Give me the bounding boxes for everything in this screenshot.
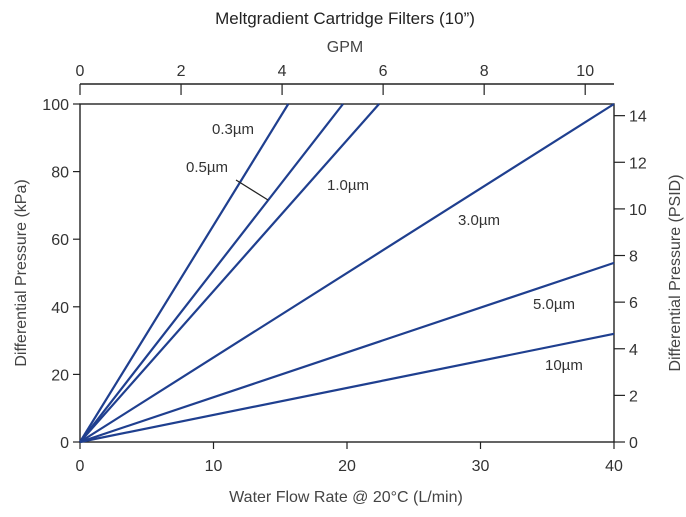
right-tick-label: 6 bbox=[629, 295, 638, 312]
y-tick-label: 0 bbox=[60, 435, 69, 452]
right-tick-label: 4 bbox=[629, 342, 638, 359]
series-line-2 bbox=[79, 103, 380, 443]
y-tick-label: 20 bbox=[51, 367, 69, 384]
series-label-3: 3.0µm bbox=[458, 212, 500, 229]
x-tick-label: 10 bbox=[205, 458, 223, 475]
x-tick-label: 40 bbox=[605, 458, 623, 475]
top-tick-label: 0 bbox=[76, 63, 85, 80]
series-line-1 bbox=[79, 103, 344, 443]
series-label-leader bbox=[235, 179, 269, 201]
series-layer bbox=[79, 103, 615, 444]
x-tick-label: 0 bbox=[76, 458, 85, 475]
x-tick-label: 20 bbox=[338, 458, 356, 475]
y-tick-label: 60 bbox=[51, 232, 69, 249]
top-axis-label: GPM bbox=[327, 39, 363, 56]
series-line-4 bbox=[79, 261, 615, 444]
right-tick-label: 10 bbox=[629, 202, 647, 219]
y-tick-label: 40 bbox=[51, 300, 69, 317]
right-tick-label: 14 bbox=[629, 109, 647, 126]
series-line-3 bbox=[79, 103, 615, 443]
right-tick-label: 2 bbox=[629, 388, 638, 405]
right-tick-label: 0 bbox=[629, 435, 638, 452]
series-label-layer: 0.3µm 0.5µm 1.0µm 3.0µm 5.0µm 10µm bbox=[186, 121, 583, 374]
x-axis-label: Water Flow Rate @ 20°C (L/min) bbox=[229, 489, 463, 506]
chart-title: Meltgradient Cartridge Filters (10”) bbox=[215, 9, 475, 28]
top-tick-label: 2 bbox=[177, 63, 186, 80]
series-label-4: 5.0µm bbox=[533, 296, 575, 313]
top-tick-label: 4 bbox=[278, 63, 287, 80]
y-tick-label: 100 bbox=[42, 97, 69, 114]
right-tick-label: 12 bbox=[629, 155, 647, 172]
series-label-0: 0.3µm bbox=[212, 121, 254, 138]
series-line-5 bbox=[79, 332, 615, 444]
top-tick-label: 8 bbox=[480, 63, 489, 80]
y-tick-label: 80 bbox=[51, 165, 69, 182]
top-tick-label: 6 bbox=[379, 63, 388, 80]
x-tick-label: 30 bbox=[472, 458, 490, 475]
series-label-2: 1.0µm bbox=[327, 177, 369, 194]
right-tick-label: 8 bbox=[629, 249, 638, 266]
series-label-5: 10µm bbox=[545, 357, 583, 374]
top-tick-label: 10 bbox=[576, 63, 594, 80]
right-axis-label: Differential Pressure (PSID) bbox=[667, 174, 684, 371]
y-axis-label: Differential Pressure (kPa) bbox=[13, 179, 30, 366]
series-line-0 bbox=[79, 103, 290, 443]
series-label-1: 0.5µm bbox=[186, 159, 228, 176]
